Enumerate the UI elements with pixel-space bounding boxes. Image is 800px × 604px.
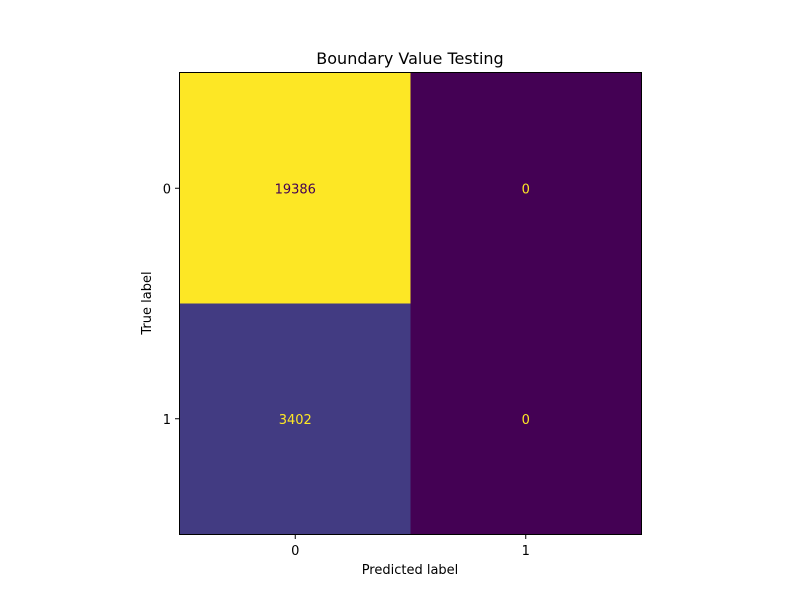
y-axis-ticks: 01 [163,182,180,428]
heatmap-cell-r1-c1 [410,303,642,535]
heatmap-cells [180,73,642,535]
x-axis-label: Predicted label [362,563,459,578]
heatmap-cell-r1-c0 [180,303,411,535]
chart-title: Boundary Value Testing [316,49,503,68]
y-tick-label-1: 1 [163,413,171,428]
x-tick-label-1: 1 [522,544,530,559]
heatmap-cell-labels: 19386 0 3402 0 [275,182,530,428]
cell-label-r1-c1: 0 [522,413,530,428]
cell-label-r0-c1: 0 [522,182,530,197]
y-tick-label-0: 0 [163,182,171,197]
cell-label-r0-c0: 19386 [275,182,316,197]
y-axis-label: True label [140,271,155,335]
plot-frame [179,72,642,535]
heatmap-cell-r0-c1 [410,73,642,304]
heatmap-cell-r0-c0 [180,73,411,304]
x-tick-label-0: 0 [291,544,299,559]
cell-label-r1-c0: 3402 [279,413,312,428]
